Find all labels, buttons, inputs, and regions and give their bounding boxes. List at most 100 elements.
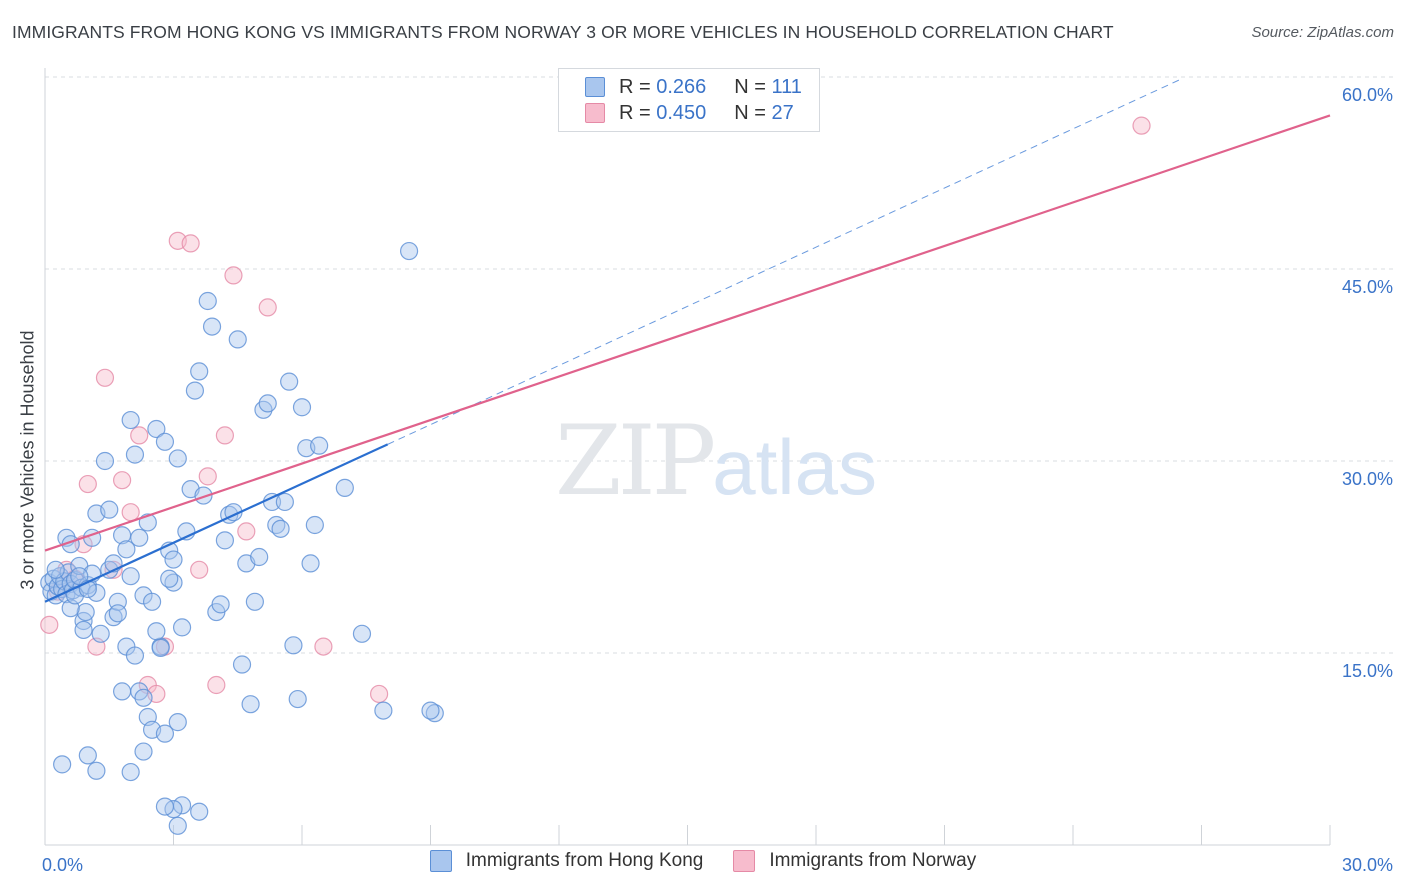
hong-kong-point <box>160 569 179 588</box>
norway-point <box>237 522 256 541</box>
hong-kong-point <box>374 701 393 720</box>
series-legend-swatch-norway <box>733 850 756 872</box>
series-legend-hong-kong: Immigrants from Hong Kong <box>429 850 704 872</box>
hong-kong-point <box>100 500 119 519</box>
norway-point <box>95 368 115 387</box>
hong-kong-point <box>352 624 372 643</box>
hong-kong-trend-line-extension <box>387 79 1181 445</box>
norway-point <box>198 467 217 486</box>
hong-kong-point <box>198 291 217 311</box>
chart-title: IMMIGRANTS FROM HONG KONG VS IMMIGRANTS … <box>12 22 1114 42</box>
norway-trend-line <box>44 114 1331 552</box>
norway-point <box>224 266 243 285</box>
hong-kong-point <box>121 567 140 586</box>
hong-kong-point <box>301 554 320 573</box>
x-tick-label: 30.0% <box>1342 855 1393 875</box>
hong-kong-point <box>74 620 93 640</box>
hong-kong-trend-line <box>44 443 389 603</box>
hong-kong-point <box>121 762 140 782</box>
hong-kong-point <box>125 445 145 464</box>
hong-kong-point <box>168 449 187 468</box>
norway-point <box>1132 116 1151 135</box>
hong-kong-point <box>91 624 110 643</box>
hong-kong-point <box>275 492 294 512</box>
x-tick-label: 0.0% <box>42 855 83 875</box>
hong-kong-point <box>215 531 234 550</box>
hong-kong-point <box>305 515 324 535</box>
hong-kong-point <box>117 540 136 559</box>
hong-kong-point <box>164 550 183 569</box>
hong-kong-point <box>53 755 72 774</box>
norway-point <box>258 298 277 317</box>
y-tick-label: 45.0% <box>1342 277 1393 297</box>
hong-kong-point <box>95 451 115 471</box>
hong-kong-point <box>76 602 95 622</box>
y-tick-label: 60.0% <box>1342 85 1393 105</box>
hong-kong-point <box>421 701 440 720</box>
series-legend-label-hong-kong: Immigrants from Hong Kong <box>465 850 704 871</box>
norway-point <box>78 474 97 494</box>
hong-kong-point <box>335 478 354 497</box>
hong-kong-point <box>155 432 175 451</box>
hong-kong-point <box>250 547 269 567</box>
hong-kong-point <box>202 317 222 336</box>
hong-kong-point <box>147 622 166 641</box>
legend-r-label: R = <box>619 101 651 124</box>
legend-row-norway: R = 0.450 N = 27 <box>585 101 794 125</box>
legend-n-label: N = <box>734 75 766 98</box>
hong-kong-point <box>168 816 187 835</box>
norway-point <box>130 426 149 445</box>
hong-kong-point <box>87 583 106 602</box>
hong-kong-point <box>125 646 145 665</box>
watermark-atlas: atlas <box>712 423 877 511</box>
hong-kong-point <box>288 689 307 709</box>
hong-kong-point <box>284 636 303 655</box>
hong-kong-point <box>280 372 299 391</box>
hong-kong-point <box>151 638 170 657</box>
hong-kong-point <box>46 560 65 579</box>
norway-point <box>207 675 226 695</box>
legend-swatch-hong-kong <box>585 77 605 97</box>
legend-swatch-norway <box>585 103 605 123</box>
stats-legend: R = 0.266 N = 111 R = 0.450 N = 27 <box>558 68 820 132</box>
hong-kong-point <box>142 592 162 611</box>
norway-point <box>121 503 140 522</box>
legend-n-label: N = <box>734 101 766 124</box>
watermark-zip: ZIP <box>555 405 716 517</box>
hong-kong-point <box>194 486 213 505</box>
hong-kong-point <box>147 419 166 439</box>
hong-kong-point <box>121 410 140 430</box>
hong-kong-point <box>258 394 277 413</box>
series-legend: Immigrants from Hong Kong Immigrants fro… <box>0 850 1406 872</box>
source-label: Source: ZipAtlas.com <box>1251 24 1394 41</box>
hong-kong-point <box>185 381 205 400</box>
series-legend-swatch-hong-kong <box>429 850 452 872</box>
hong-kong-point <box>70 567 89 586</box>
hong-kong-point <box>134 688 153 707</box>
hong-kong-point <box>108 604 127 623</box>
series-legend-label-norway: Immigrants from Norway <box>769 850 977 871</box>
norway-point <box>190 560 209 579</box>
hong-kong-point <box>190 802 209 821</box>
y-axis-label: 3 or more Vehicles in Household <box>17 330 38 590</box>
hong-kong-point <box>245 592 264 611</box>
legend-r-value-hong-kong: 0.266 <box>656 75 707 98</box>
hong-kong-point <box>228 330 247 349</box>
hong-kong-point <box>211 595 230 614</box>
norway-point <box>181 234 200 253</box>
hong-kong-point <box>87 761 106 780</box>
hong-kong-point <box>292 398 312 417</box>
norway-point <box>370 684 389 704</box>
hong-kong-point <box>399 241 419 261</box>
hong-kong-point <box>271 519 290 538</box>
series-legend-norway: Immigrants from Norway <box>733 850 976 872</box>
hong-kong-point <box>190 362 209 381</box>
hong-kong-point <box>232 655 252 674</box>
hong-kong-point <box>168 713 187 732</box>
hong-kong-point <box>241 695 260 714</box>
norway-point <box>112 471 132 490</box>
legend-n-value-hong-kong: 111 <box>771 75 802 98</box>
legend-row-hong-kong: R = 0.266 N = 111 <box>585 75 802 99</box>
legend-r-label: R = <box>619 75 651 98</box>
